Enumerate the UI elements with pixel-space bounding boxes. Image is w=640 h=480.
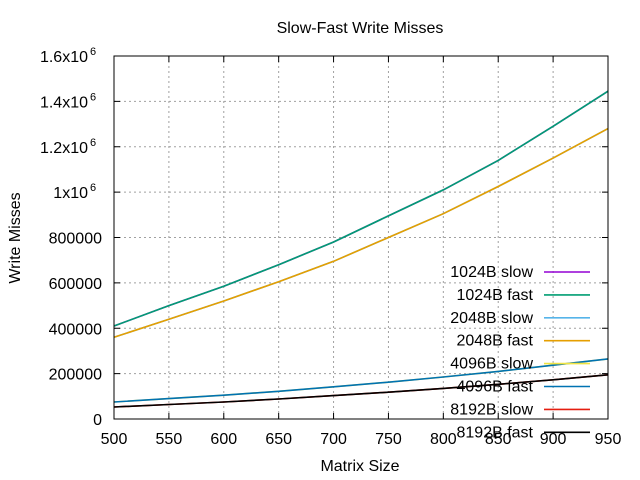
y-tick-label: 1.6x10: [40, 49, 88, 66]
series-line-1024b-slow: [113, 90, 609, 327]
x-tick-label: 600: [210, 431, 237, 448]
y-tick-label: 200000: [49, 367, 102, 384]
legend-label: 8192B fast: [457, 424, 534, 441]
legend-label: 2048B fast: [457, 333, 534, 350]
legend-label: 1024B fast: [457, 287, 534, 304]
series-line-4096b-fast: [113, 358, 609, 403]
y-tick-label: 800000: [49, 231, 102, 248]
series-line-8192b-slow: [113, 374, 609, 408]
y-tick-label: 1x10: [53, 185, 88, 202]
series-line-1024b-fast: [113, 90, 609, 327]
legend-label: 1024B slow: [450, 264, 533, 281]
series-lines: [113, 90, 609, 408]
series-line-2048b-fast: [113, 127, 609, 339]
x-tick-label: 950: [595, 431, 622, 448]
x-tick-label: 550: [156, 431, 183, 448]
y-tick-exponent: 6: [90, 137, 96, 149]
y-tick-label: 1.2x10: [40, 140, 88, 157]
y-tick-label: 600000: [49, 276, 102, 293]
x-tick-label: 800: [430, 431, 457, 448]
plot-frame: [113, 55, 609, 420]
x-tick-label: 850: [485, 431, 512, 448]
y-tick-exponent: 6: [90, 46, 96, 58]
series-line-2048b-slow: [113, 127, 609, 339]
legend-label: 4096B slow: [450, 356, 533, 373]
y-tick-label: 0: [93, 412, 102, 429]
legend: 1024B slow 1024B fast 2048B slow 2048B fast…: [450, 264, 590, 441]
y-tick-label: 400000: [49, 321, 102, 338]
y-tick-exponent: 6: [90, 91, 96, 103]
x-tick-label: 650: [265, 431, 292, 448]
x-tick-label: 900: [540, 431, 567, 448]
series-line-8192b-fast: [113, 374, 609, 408]
grid: [114, 56, 608, 419]
chart-title: Slow-Fast Write Misses: [277, 20, 444, 37]
legend-label: 2048B slow: [450, 310, 533, 327]
legend-label: 8192B slow: [450, 401, 533, 418]
y-tick-exponent: 6: [90, 182, 96, 194]
x-axis-label: Matrix Size: [320, 458, 399, 475]
x-tick-label: 500: [101, 431, 128, 448]
x-tick-labels: 500 550 600 650 700 750 800 850 900 950: [101, 431, 622, 448]
y-axis-label: Write Misses: [7, 192, 24, 283]
x-tick-label: 750: [375, 431, 402, 448]
series-line-4096b-slow: [113, 358, 609, 403]
legend-label: 4096B fast: [457, 379, 534, 396]
y-tick-label: 1.4x10: [40, 94, 88, 111]
x-tick-label: 700: [320, 431, 347, 448]
